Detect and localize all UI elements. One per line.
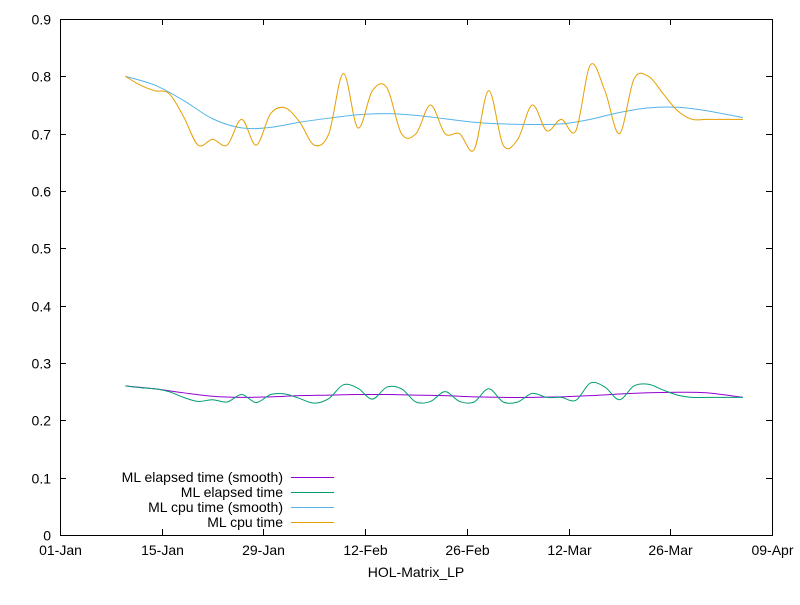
axes-layer: 0 0.1 0.2 0.3 0.4 0.5 0.6 0.7 0.8 0.9 01-Jan 15-Jan…: [32, 12, 794, 559]
y-tick-label: 0.6: [32, 184, 52, 200]
legend: ML elapsed time (smooth)ML elapsed timeM…: [122, 469, 334, 530]
series-line-0: [125, 385, 744, 398]
x-tick-label: 12-Feb: [343, 542, 388, 558]
series-layer: [125, 63, 744, 404]
x-tick-label: 29-Jan: [242, 542, 285, 558]
y-tick-label: 0.1: [32, 471, 52, 487]
y-tick-label: 0.7: [32, 127, 52, 143]
x-tick-label: 12-Mar: [547, 542, 592, 558]
x-tick-label: 09-Apr: [751, 542, 793, 558]
y-tick-label: 0.4: [32, 299, 52, 315]
legend-label: ML elapsed time: [181, 484, 283, 500]
x-axis-title: HOL-Matrix_LP: [368, 564, 464, 580]
y-tick-label: 0.2: [32, 413, 52, 429]
legend-label: ML cpu time: [207, 514, 283, 530]
y-tick-label: 0.8: [32, 69, 52, 85]
x-tick-label: 15-Jan: [141, 542, 184, 558]
x-tick-label: 26-Mar: [648, 542, 693, 558]
y-tick-label: 0.3: [32, 356, 52, 372]
series-line-3: [125, 63, 743, 152]
y-tick-label: 0: [43, 528, 51, 544]
legend-label: ML elapsed time (smooth): [122, 469, 283, 485]
x-tick-label: 01-Jan: [39, 542, 82, 558]
series-line-1: [125, 381, 743, 404]
plot-area-frame: [60, 19, 773, 536]
series-line-2: [125, 75, 744, 130]
legend-label: ML cpu time (smooth): [148, 499, 283, 515]
x-tick-label: 26-Feb: [445, 542, 490, 558]
y-tick-label: 0.9: [32, 12, 52, 28]
y-tick-label: 0.5: [32, 241, 52, 257]
